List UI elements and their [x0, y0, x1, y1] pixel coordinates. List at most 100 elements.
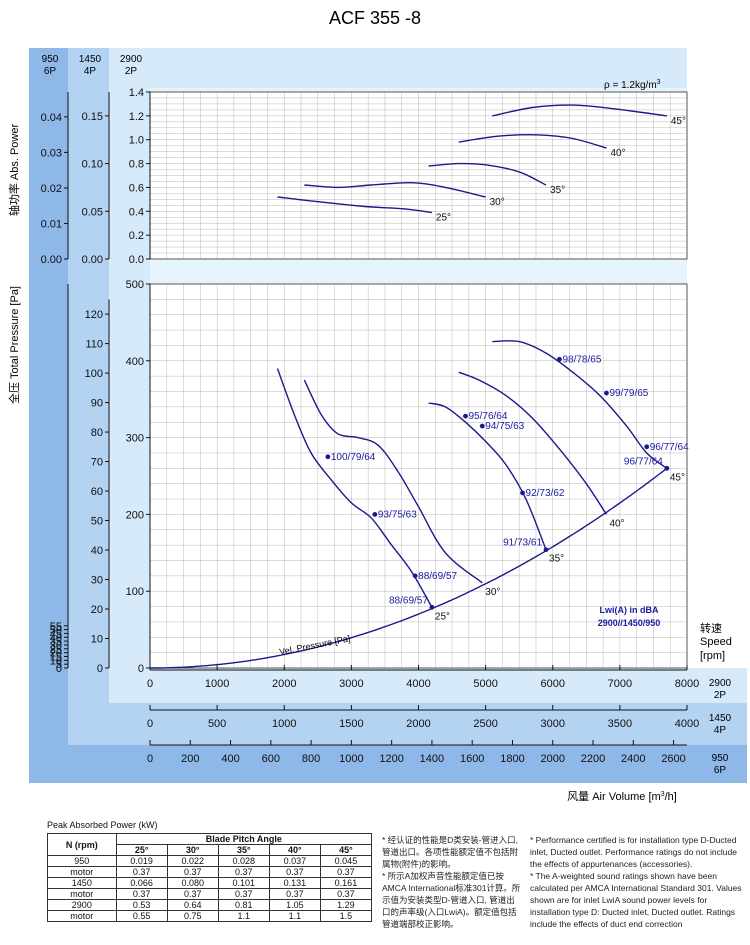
pressure-4p-tick-label: 30: [91, 575, 103, 587]
pressure-2p-tick-label: 200: [126, 509, 144, 521]
speed-label-bg: [687, 48, 747, 668]
fan-performance-chart: ACF 355 -8 950 6P 1450 4P 2900 2P ρ = 1.…: [7, 8, 747, 803]
table-cell: 0.161: [319, 877, 373, 889]
airflow-6p-tick-label: 600: [262, 753, 280, 765]
power-2p-tick-label: 0.0: [129, 254, 144, 266]
pressure-curve-4: [458, 371, 608, 515]
table-cell: 0.64: [166, 899, 219, 911]
power-curve-angle-label: 45°: [671, 116, 686, 127]
pressure-6p-tick-label: 55: [50, 621, 62, 633]
speed-header-2p-poles: 2P: [125, 66, 138, 77]
power-4p-tick-label: 0.15: [82, 111, 103, 123]
table-row: motor 0.37 0.37 0.37 0.37 0.37: [47, 888, 373, 900]
pressure-curve-3: [428, 402, 547, 550]
airflow-4p-tick-label: 1500: [339, 718, 363, 730]
pressure-4p-tick-label: 90: [91, 398, 103, 410]
speed-header-6p-rpm: 950: [42, 54, 59, 65]
pressure-4p-tick-label: 0: [97, 663, 103, 675]
curve-layer: [150, 104, 668, 669]
density-label: ρ = 1.2kg/m3: [604, 79, 661, 91]
sound-label: 88/69/57: [389, 595, 428, 606]
power-6p-tick-label: 0.01: [41, 218, 62, 230]
table-row: 2900 0.53 0.64 0.81 1.05 1.29: [47, 899, 373, 911]
table-cell: 0.131: [268, 877, 321, 889]
axis-tag-4p-poles: 4P: [714, 725, 727, 736]
table-row-n: motor: [47, 910, 117, 922]
airflow-4p-tick-label: 0: [147, 718, 153, 730]
speed-header-6p-poles: 6P: [44, 66, 57, 77]
sound-point: [325, 454, 331, 460]
axis-tag-2p-rpm: 2900: [709, 678, 732, 689]
angle-header: 30°: [166, 844, 219, 856]
airflow-6p-tick-label: 1800: [500, 753, 524, 765]
angle-header-row: 25° 30° 35° 40° 45°: [48, 844, 373, 856]
pressure-curve-1: [276, 368, 433, 608]
table-row: 1450 0.066 0.080 0.101 0.131 0.161: [47, 877, 373, 889]
table-cell: 1.1: [268, 910, 321, 922]
sound-label: 96/77/64: [624, 456, 663, 467]
table-cell: 0.080: [166, 877, 219, 889]
axis-layer: 0100200300400500010203040506070809010011…: [41, 87, 700, 765]
power-2p-tick-label: 1.4: [129, 87, 144, 99]
power-curve-4: [458, 134, 607, 149]
table-cell: 0.37: [268, 888, 321, 900]
table-cell: 0.37: [217, 888, 270, 900]
sound-point: [557, 356, 562, 362]
sound-point: [604, 390, 609, 396]
airflow-6p-tick-label: 1400: [420, 753, 444, 765]
power-2p-tick-label: 1.0: [129, 135, 144, 147]
airflow-4p-tick-label: 2500: [473, 718, 497, 730]
col-header-group: Blade Pitch Angle: [115, 833, 373, 845]
sound-label: 99/79/65: [609, 388, 648, 399]
pressure-6p-tick-label: 0: [56, 663, 62, 675]
pressure-6p-tick-label: 50: [50, 625, 62, 637]
airflow-2p-tick-label: 7000: [608, 678, 632, 690]
pressure-4p-tick-label: 50: [91, 516, 103, 528]
table-cell: 0.37: [319, 888, 373, 900]
sound-label: 93/75/63: [378, 509, 417, 520]
sound-point: [664, 465, 670, 471]
table-cell: 0.028: [217, 855, 270, 867]
sound-label: 100/79/64: [331, 452, 376, 463]
note-cn-1: * 经认证的性能是D类安装-管进入口, 管道出口。各项性能额定值不包括附属物(附…: [382, 835, 519, 869]
peak-power-table-box: Peak Absorbed Power (kW) N (rpm) Blade P…: [47, 820, 373, 922]
power-curve-angle-label: 40°: [610, 148, 625, 159]
table-row: 950 0.019 0.022 0.028 0.037 0.045: [47, 855, 373, 867]
pressure-4p-tick-label: 20: [91, 604, 103, 616]
airflow-4p-tick-label: 3000: [541, 718, 565, 730]
table-cell: 0.022: [166, 855, 219, 867]
table-row-n: motor: [47, 888, 117, 900]
airflow-6p-tick-label: 0: [147, 753, 153, 765]
lwi-label-2: 2900//1450/950: [598, 618, 661, 628]
table-cell: 0.37: [319, 866, 373, 878]
table-cell: 0.37: [166, 888, 219, 900]
lwi-label-1: Lwi(A) in dBA: [600, 605, 659, 615]
table-cell: 0.37: [166, 866, 219, 878]
table-cell: 1.05: [268, 899, 321, 911]
table-row: motor 0.37 0.37 0.37 0.37 0.37: [47, 866, 373, 878]
power-curve-angle-label: 25°: [436, 212, 451, 223]
airflow-4p-tick-label: 3500: [608, 718, 632, 730]
table-body: 950 0.019 0.022 0.028 0.037 0.045 motor 0.37 0.3…: [47, 855, 373, 922]
angle-header: 40°: [268, 844, 321, 856]
table-cell: 0.019: [115, 855, 168, 867]
pressure-curve-5: [492, 340, 668, 469]
airflow-6p-tick-label: 2200: [581, 753, 605, 765]
power-2p-tick-label: 0.8: [129, 159, 144, 171]
airflow-2p-tick-label: 2000: [272, 678, 296, 690]
power-6p-tick-label: 0.04: [41, 112, 62, 124]
sound-point: [479, 423, 485, 429]
table-row-n: 1450: [47, 877, 117, 889]
table-cell: 0.81: [217, 899, 270, 911]
airflow-4p-tick-label: 500: [208, 718, 226, 730]
power-curve-5: [492, 104, 667, 117]
speed-label-en: Speed: [700, 636, 732, 648]
table-cell: 1.29: [319, 899, 373, 911]
airflow-6p-tick-label: 2000: [541, 753, 565, 765]
table-row-n: 2900: [47, 899, 117, 911]
notes-en: * Performance certified is for installat…: [530, 834, 745, 930]
pressure-curve-2: [303, 379, 483, 584]
sound-point: [520, 490, 525, 496]
sound-point: [372, 512, 378, 517]
table-cell: 0.37: [115, 888, 168, 900]
